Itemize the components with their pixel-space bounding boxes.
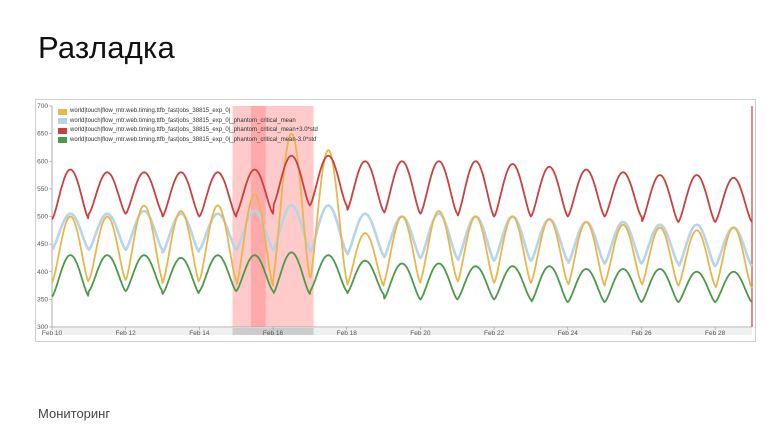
legend-label: world|touch|flow_mtr.web.timing.ttfb_fas… (70, 117, 296, 124)
x-tick-label: Feb 22 (484, 330, 505, 337)
y-tick-label: 550 (37, 186, 48, 193)
x-tick-label: Feb 18 (337, 330, 358, 337)
legend-item-mean: world|touch|flow_mtr.web.timing.ttfb_fas… (58, 117, 318, 127)
legend-item-upper: world|touch|flow_mtr.web.timing.ttfb_fas… (58, 126, 318, 136)
legend-label: world|touch|flow_mtr.web.timing.ttfb_fas… (70, 108, 231, 114)
y-tick-label: 300 (37, 324, 48, 331)
legend-item-lower: world|touch|flow_mtr.web.timing.ttfb_fas… (58, 136, 318, 146)
x-tick-label: Feb 16 (263, 330, 284, 337)
x-tick-label: Feb 28 (705, 330, 726, 337)
y-tick-label: 450 (37, 241, 48, 248)
x-axis-band (52, 328, 752, 335)
x-tick-label: Feb 24 (558, 330, 579, 337)
anomaly-region-core (250, 106, 266, 327)
series-line-upper (51, 154, 753, 223)
legend-swatch (58, 137, 67, 144)
legend-swatch (58, 127, 67, 134)
y-tick-label: 500 (37, 214, 48, 221)
legend-swatch (58, 108, 67, 115)
legend-label: world|touch|flow_mtr.web.timing.ttfb_fas… (70, 136, 317, 143)
slide-title: Разладка (38, 30, 175, 65)
y-tick-label: 400 (37, 269, 48, 276)
chart-legend: world|touch|flow_mtr.web.timing.ttfb_fas… (58, 107, 318, 145)
y-tick-label: 350 (37, 296, 48, 303)
y-tick-label: 600 (37, 158, 48, 165)
chart-frame (35, 99, 756, 342)
series-line-ttfb (51, 132, 753, 289)
legend-swatch (58, 118, 67, 125)
x-tick-label: Feb 14 (189, 330, 210, 337)
x-tick-label: Feb 10 (42, 330, 63, 337)
series-line-lower (51, 251, 753, 303)
y-tick-label: 700 (37, 103, 48, 110)
y-tick-label: 650 (37, 131, 48, 138)
x-axis-band-highlight (232, 328, 314, 335)
x-tick-label: Feb 26 (631, 330, 652, 337)
slide-footer: Мониторинг (38, 406, 111, 421)
legend-label: world|touch|flow_mtr.web.timing.ttfb_fas… (70, 127, 318, 133)
x-tick-label: Feb 12 (116, 330, 137, 337)
legend-item-ttfb: world|touch|flow_mtr.web.timing.ttfb_fas… (58, 107, 318, 117)
x-tick-label: Feb 20 (410, 330, 431, 337)
